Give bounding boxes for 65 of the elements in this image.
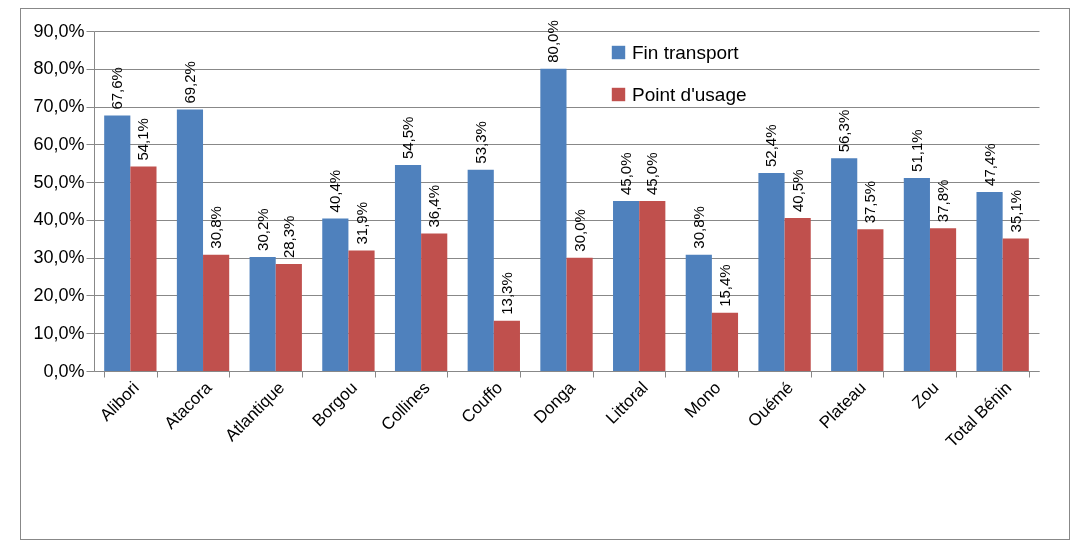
bar	[203, 254, 230, 371]
bar	[903, 177, 930, 371]
bar	[176, 109, 204, 371]
data-label: 45,0%	[617, 152, 635, 195]
y-tick-label: 40,0%	[33, 209, 85, 230]
bar	[540, 68, 567, 371]
bar	[784, 218, 811, 371]
y-tick-label: 80,0%	[33, 58, 85, 79]
bar	[685, 254, 712, 371]
bar	[421, 233, 448, 371]
bar	[249, 256, 276, 371]
data-label: 47,4%	[980, 143, 998, 186]
data-label: 45,0%	[643, 152, 661, 195]
bar	[467, 169, 494, 371]
legend-label: Point d'usage	[632, 83, 747, 105]
bar	[493, 320, 520, 371]
data-label: 69,2%	[180, 61, 198, 104]
bar	[566, 257, 593, 371]
data-label: 30,8%	[689, 206, 707, 249]
bar	[130, 166, 157, 371]
data-label: 35,1%	[1006, 189, 1024, 233]
y-tick-label: 90,0%	[33, 20, 85, 41]
data-label: 30,2%	[253, 208, 271, 251]
data-label: 37,5%	[861, 180, 879, 224]
x-tick-label: Zou	[908, 378, 943, 413]
y-tick-label: 20,0%	[33, 284, 85, 305]
bar	[1002, 238, 1029, 371]
y-tick-label: 70,0%	[33, 96, 85, 117]
bar	[322, 218, 349, 371]
y-tick-label: 0,0%	[43, 360, 85, 381]
y-tick-label: 60,0%	[33, 133, 85, 154]
data-label: 28,3%	[279, 215, 297, 259]
legend-label: Fin transport	[632, 41, 740, 63]
y-tick-label: 10,0%	[33, 322, 85, 343]
data-label: 15,4%	[715, 264, 733, 307]
data-label: 40,5%	[788, 169, 806, 212]
data-label: 30,8%	[207, 206, 225, 249]
bar	[104, 115, 131, 371]
data-label: 80,0%	[544, 20, 562, 63]
data-label: 67,6%	[108, 67, 126, 110]
data-label: 31,9%	[352, 201, 370, 245]
bar	[711, 312, 739, 371]
bar	[831, 158, 858, 371]
bar	[976, 191, 1003, 371]
bar	[758, 173, 785, 371]
bar	[929, 228, 957, 371]
data-label: 56,3%	[835, 109, 853, 153]
y-tick-label: 50,0%	[33, 171, 85, 192]
data-label: 54,5%	[399, 116, 417, 160]
data-label: 52,4%	[762, 124, 780, 168]
data-label: 30,0%	[570, 209, 588, 252]
data-label: 53,3%	[471, 121, 489, 164]
data-label: 51,1%	[907, 129, 925, 172]
bar	[613, 201, 640, 371]
bar	[394, 165, 422, 371]
bar	[275, 264, 302, 371]
bar	[857, 229, 884, 371]
data-label: 13,3%	[497, 272, 515, 315]
bar	[639, 201, 666, 371]
bar	[348, 250, 375, 371]
y-tick-label: 30,0%	[33, 247, 85, 268]
data-label: 54,1%	[134, 118, 152, 161]
data-label: 36,4%	[425, 184, 443, 228]
data-label: 40,4%	[326, 169, 344, 213]
data-label: 37,8%	[934, 179, 952, 223]
